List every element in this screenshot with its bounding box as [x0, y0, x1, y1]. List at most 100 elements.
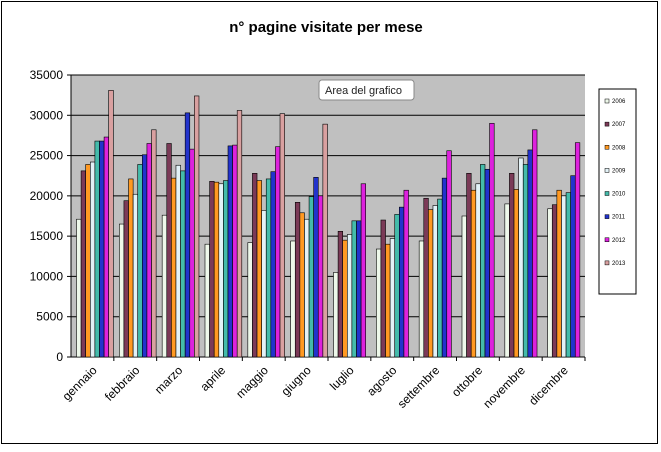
- bar: [480, 164, 486, 358]
- bar: [346, 234, 353, 358]
- chart-title: n° pagine visitate per mese: [229, 19, 423, 36]
- legend-swatch: [604, 145, 610, 150]
- bar: [90, 161, 96, 358]
- bar: [504, 203, 510, 358]
- bar: [356, 220, 362, 358]
- bar: [313, 177, 319, 358]
- bar: [184, 112, 191, 358]
- bar: [108, 90, 114, 358]
- bar: [175, 164, 181, 358]
- legend-label: 2008: [612, 145, 626, 151]
- bar: [227, 145, 233, 358]
- bar: [522, 164, 529, 358]
- legend-swatch: [604, 98, 610, 104]
- legend-label: 2010: [612, 192, 626, 198]
- bar: [380, 219, 386, 358]
- bar: [475, 183, 481, 358]
- bar: [333, 272, 339, 358]
- y-tick-label: 25000: [30, 149, 64, 163]
- bar: [128, 178, 134, 358]
- bar: [146, 143, 152, 358]
- bar: [204, 243, 210, 358]
- bar: [513, 189, 519, 358]
- bar: [209, 181, 215, 358]
- bar: [432, 205, 438, 358]
- bar: [256, 180, 262, 358]
- bar: [80, 170, 86, 358]
- bar: [466, 173, 472, 358]
- bar: [351, 220, 357, 358]
- bar: [446, 150, 452, 358]
- bar: [574, 142, 581, 358]
- bar: [275, 146, 281, 358]
- bar: [161, 214, 168, 358]
- bar: [123, 200, 129, 358]
- bar: [551, 204, 558, 358]
- bar: [565, 192, 571, 358]
- bar: [223, 180, 229, 358]
- bar: [270, 171, 276, 358]
- bar: [218, 183, 224, 358]
- bar: [137, 164, 143, 358]
- bar: [189, 148, 195, 358]
- bar: [290, 240, 296, 358]
- bar: [399, 206, 405, 358]
- y-tick-label: 20000: [30, 189, 64, 203]
- bar: [418, 240, 425, 358]
- legend-label: 2009: [612, 168, 626, 174]
- bar: [317, 195, 324, 358]
- bar: [304, 218, 310, 358]
- bar: [461, 215, 467, 358]
- bar: [547, 208, 553, 358]
- legend-swatch: [604, 191, 610, 196]
- y-tick-label: 30000: [30, 108, 64, 122]
- y-tick-label: 5000: [36, 310, 63, 324]
- bar: [151, 129, 157, 358]
- bar: [213, 181, 220, 358]
- bar: [132, 193, 139, 358]
- y-tick-label: 10000: [30, 269, 64, 283]
- bar: [441, 177, 448, 358]
- bar: [322, 123, 328, 358]
- y-tick-label: 15000: [30, 229, 64, 243]
- bar: [342, 239, 348, 358]
- bar: [470, 189, 477, 358]
- bar: [437, 198, 443, 358]
- y-tick-label: 35000: [30, 68, 64, 82]
- legend-label: 2006: [612, 99, 626, 105]
- bar: [376, 248, 382, 358]
- bar: [261, 210, 267, 358]
- tooltip-box: [318, 79, 415, 101]
- chart-area-tooltip: Area del grafico: [318, 79, 415, 101]
- bar: [518, 157, 524, 358]
- legend-label: 2007: [612, 122, 626, 128]
- bar: [308, 196, 314, 358]
- bar: [194, 95, 200, 358]
- bar: [299, 212, 305, 358]
- legend-swatch: [604, 237, 610, 242]
- bar: [394, 214, 400, 358]
- legend-label: 2012: [612, 238, 626, 244]
- bar: [527, 149, 533, 358]
- bar: [76, 218, 82, 358]
- bar: [423, 197, 429, 358]
- bar: [337, 231, 344, 358]
- bar: [119, 223, 125, 358]
- plot-area: [71, 75, 585, 357]
- legend-swatch: [604, 121, 610, 127]
- bar: [232, 144, 238, 358]
- bar: [171, 177, 177, 358]
- legend-swatch: [604, 260, 610, 266]
- bar: [85, 164, 91, 358]
- bar: [236, 110, 243, 358]
- bar: [180, 170, 186, 358]
- bar: [489, 123, 495, 358]
- legend-swatch: [604, 168, 610, 173]
- bar: [389, 238, 396, 358]
- bar: [428, 209, 434, 358]
- legend-label: 2011: [612, 215, 626, 221]
- bar: [265, 178, 272, 358]
- tooltip-text: Area del grafico: [325, 85, 402, 97]
- y-tick-label: 0: [56, 350, 63, 364]
